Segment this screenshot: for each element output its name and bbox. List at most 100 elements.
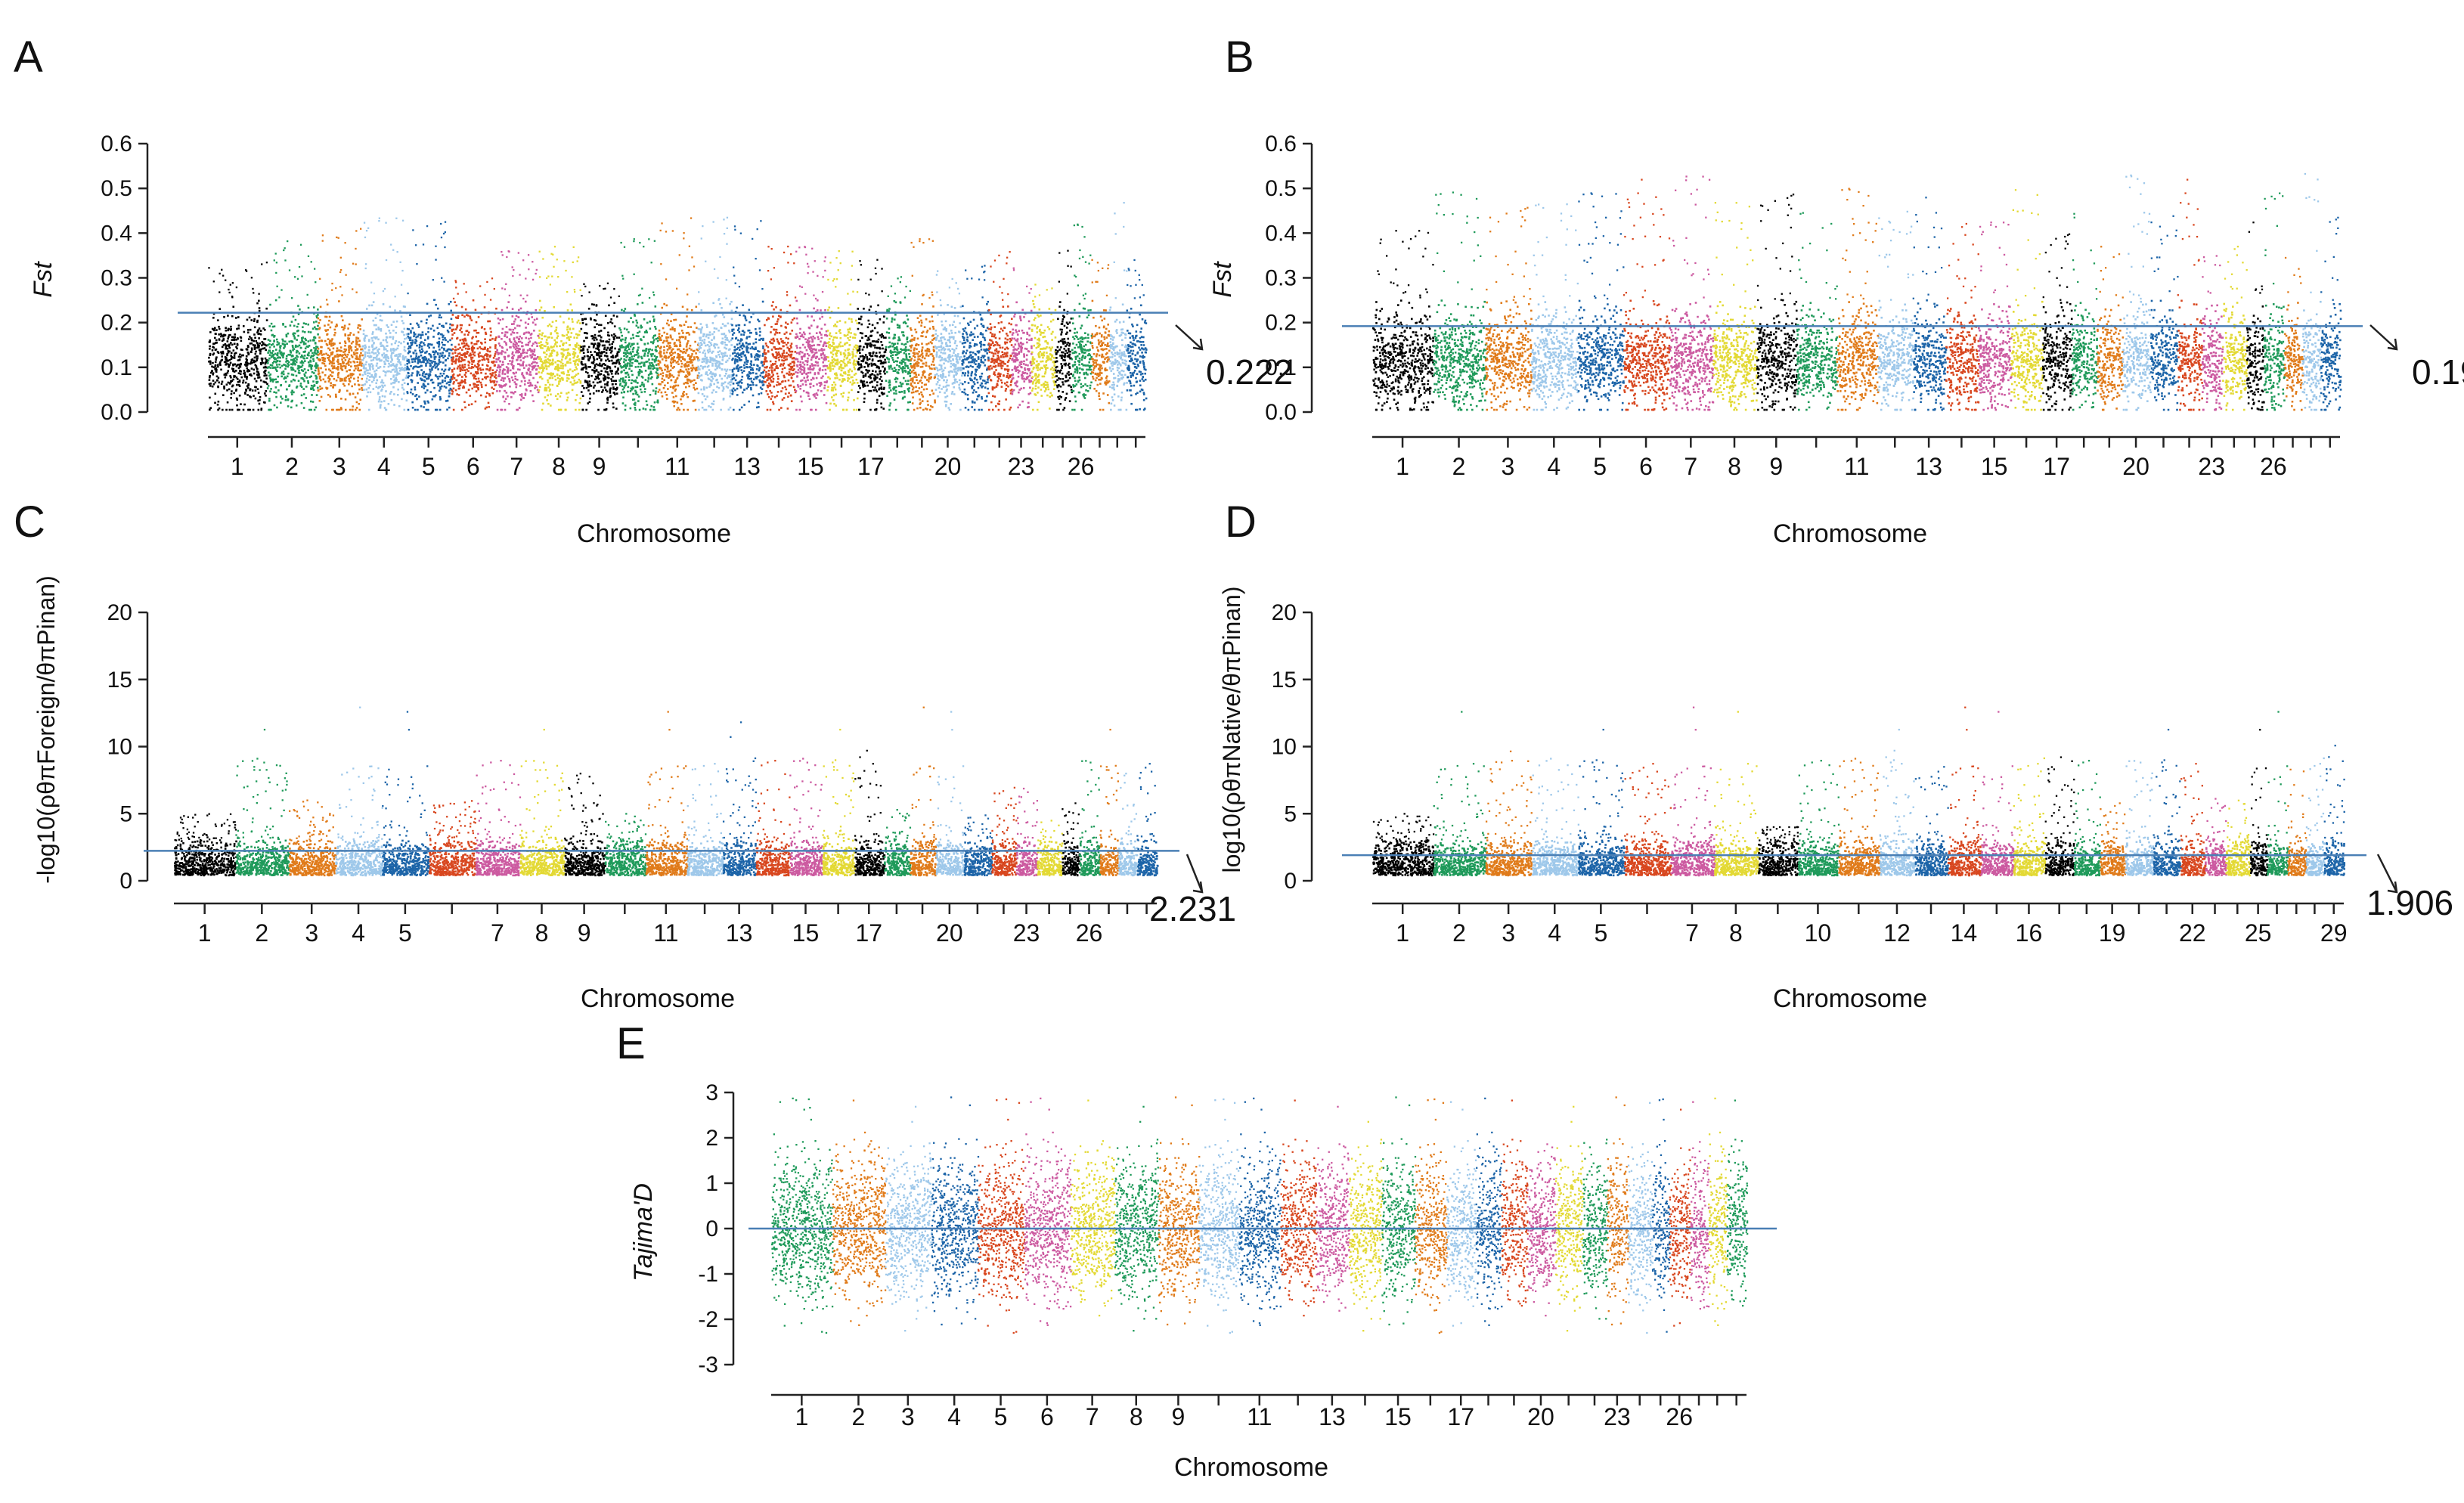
chromosome-24-points bbox=[1031, 284, 1057, 411]
y-tick-label: 10 bbox=[1272, 735, 1297, 760]
panel-letter-d: D bbox=[1225, 497, 1257, 547]
chromosome-15-points bbox=[1978, 222, 2013, 411]
chromosome-4-points bbox=[1531, 758, 1580, 877]
chromosome-17-points bbox=[854, 749, 886, 877]
y-tick-label: 0.3 bbox=[101, 266, 132, 291]
chromosome-9-points bbox=[580, 282, 621, 411]
chromosome-26-points bbox=[2266, 711, 2289, 876]
y-tick-label: -2 bbox=[698, 1307, 718, 1332]
threshold-arrow bbox=[1175, 324, 1204, 351]
chromosome-22-points bbox=[2180, 763, 2207, 877]
x-tick-label: 2 bbox=[1452, 919, 1466, 947]
y-tick-label: 20 bbox=[1272, 600, 1297, 625]
x-tick-label: 7 bbox=[1685, 919, 1699, 947]
chromosome-19-points bbox=[2100, 802, 2128, 877]
y-tick-label: 0.2 bbox=[101, 311, 132, 336]
x-tick-label: 11 bbox=[1247, 1403, 1272, 1430]
y-axis-title: Fst bbox=[1208, 261, 1237, 298]
chromosome-16-points bbox=[2013, 757, 2047, 877]
panel-letter-b: B bbox=[1225, 33, 1254, 82]
chromosome-18-points bbox=[883, 809, 912, 877]
y-tick-label: 15 bbox=[107, 668, 132, 693]
y-tick-label: 0.3 bbox=[1265, 266, 1297, 291]
chromosome-8-points bbox=[1114, 1105, 1160, 1332]
x-tick-label: 17 bbox=[2043, 453, 2070, 480]
x-tick-label: 5 bbox=[994, 1403, 1008, 1430]
y-tick-label: 3 bbox=[705, 1080, 718, 1105]
chromosome-28-points bbox=[1108, 202, 1128, 411]
data-points bbox=[771, 1096, 1749, 1334]
chromosome-19-points bbox=[910, 238, 936, 411]
chromosome-12-points bbox=[687, 763, 725, 877]
x-tick-label: 23 bbox=[1013, 919, 1040, 947]
x-tick-label: 9 bbox=[1172, 1403, 1186, 1430]
threshold-label: 2.231 bbox=[1149, 889, 1236, 928]
x-tick-label: 2 bbox=[852, 1403, 866, 1430]
chromosome-18-points bbox=[885, 276, 912, 411]
threshold-label: 0.192 bbox=[2412, 352, 2464, 392]
chromosome-29-points bbox=[1726, 1099, 1749, 1307]
x-tick-label: 4 bbox=[1547, 453, 1561, 480]
x-tick-label: 22 bbox=[2179, 919, 2206, 947]
x-tick-label: 14 bbox=[1951, 919, 1978, 947]
x-tick-label: 1 bbox=[1396, 919, 1409, 947]
x-tick-label: 23 bbox=[1008, 453, 1035, 480]
chromosome-16-points bbox=[1414, 1098, 1448, 1334]
chromosome-5-points bbox=[1577, 728, 1626, 877]
x-tick-label: 15 bbox=[1981, 453, 2008, 480]
chromosome-13-points bbox=[722, 721, 758, 876]
chromosome-13-points bbox=[1912, 197, 1948, 411]
x-tick-label: 7 bbox=[510, 453, 523, 480]
chromosome-16-points bbox=[826, 250, 859, 411]
x-tick-label: 20 bbox=[2122, 453, 2149, 480]
y-axis-title: log10(ρθπNative/θπPinan) bbox=[1218, 587, 1245, 873]
chromosome-27-points bbox=[1690, 1101, 1710, 1310]
chromosome-23-points bbox=[2201, 255, 2224, 411]
x-tick-label: 3 bbox=[1502, 919, 1515, 947]
chromosome-2-points bbox=[266, 240, 319, 411]
chromosome-9-points bbox=[1756, 194, 1799, 411]
x-tick-label: 1 bbox=[198, 919, 212, 947]
y-tick-label: 5 bbox=[1284, 801, 1297, 826]
chromosome-2-points bbox=[235, 728, 290, 877]
x-tick-label: 15 bbox=[792, 919, 820, 947]
chromosome-27-points bbox=[2283, 256, 2304, 411]
chromosome-21-points bbox=[2153, 728, 2182, 877]
chromosome-1-points bbox=[174, 813, 237, 877]
chromosome-1-points bbox=[771, 1097, 834, 1334]
chromosome-21-points bbox=[963, 814, 993, 877]
chromosome-17-points bbox=[2041, 233, 2073, 411]
chromosome-7-points bbox=[1670, 706, 1716, 877]
chromosome-2-points bbox=[832, 1099, 887, 1326]
chromosome-29-points bbox=[1136, 763, 1159, 877]
chromosome-24-points bbox=[1627, 1102, 1654, 1334]
chromosome-10-points bbox=[618, 238, 659, 411]
x-tick-label: 23 bbox=[1604, 1403, 1631, 1430]
chromosome-20-points bbox=[2122, 174, 2152, 411]
chromosome-14-points bbox=[1348, 1120, 1384, 1332]
chromosome-4-points bbox=[361, 217, 408, 411]
chromosome-25-points bbox=[1651, 1098, 1671, 1333]
chromosome-1-points bbox=[1372, 230, 1435, 411]
x-tick-label: 20 bbox=[1527, 1403, 1554, 1430]
x-tick-label: 11 bbox=[665, 453, 690, 480]
x-tick-label: 8 bbox=[1728, 453, 1741, 480]
chromosome-18-points bbox=[2073, 760, 2102, 877]
chromosome-3-points bbox=[885, 1105, 933, 1332]
x-tick-label: 23 bbox=[2198, 453, 2225, 480]
x-tick-label: 3 bbox=[1502, 453, 1515, 480]
chromosome-26-points bbox=[1079, 760, 1102, 876]
x-tick-label: 4 bbox=[1548, 919, 1561, 947]
x-tick-label: 4 bbox=[377, 453, 391, 480]
x-tick-label: 3 bbox=[305, 919, 318, 947]
panel-letter-c: C bbox=[14, 497, 45, 547]
chromosome-22-points bbox=[2177, 178, 2204, 411]
chromosome-7-points bbox=[1070, 1099, 1116, 1317]
y-tick-label: 1 bbox=[705, 1171, 718, 1196]
chromosome-25-points bbox=[1054, 249, 1073, 411]
y-tick-label: 0.6 bbox=[101, 132, 132, 156]
chromosome-12-points bbox=[1877, 210, 1914, 411]
chromosome-21-points bbox=[1554, 1105, 1584, 1332]
threshold-arrow bbox=[2369, 324, 2398, 351]
y-tick-label: 0.0 bbox=[101, 400, 132, 425]
